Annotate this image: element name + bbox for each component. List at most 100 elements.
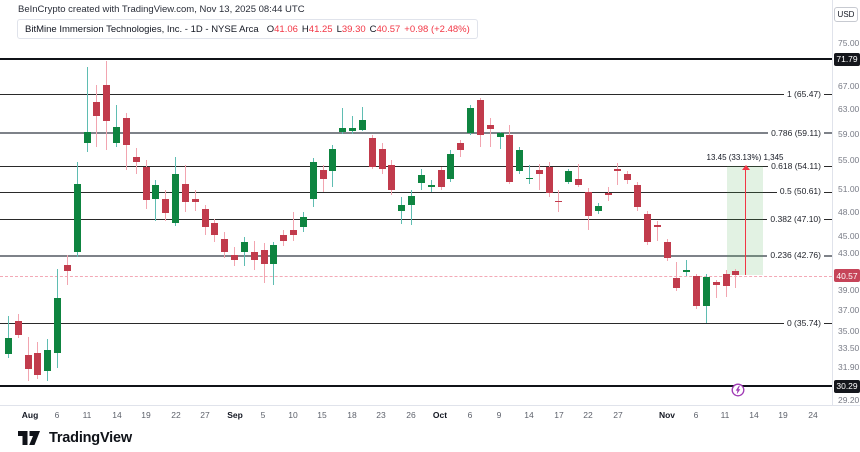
candle <box>506 135 514 182</box>
price-tick: 75.00 <box>838 37 860 48</box>
candle <box>417 175 425 183</box>
fib-level-label: 0.382 (47.10) <box>767 213 824 224</box>
time-tick: 19 <box>141 410 151 420</box>
time-tick: 23 <box>376 410 386 420</box>
candle <box>535 170 543 175</box>
candle <box>34 352 42 375</box>
candle <box>398 204 406 212</box>
ohlc-item: H41.25 <box>301 23 333 35</box>
candle <box>14 320 22 335</box>
candle <box>113 127 121 144</box>
price-tick: 59.00 <box>838 128 860 139</box>
candle <box>211 223 219 236</box>
time-tick: 10 <box>288 410 298 420</box>
price-tick: 35.00 <box>838 326 860 337</box>
candle <box>339 128 347 132</box>
price-tick: 33.50 <box>838 342 860 353</box>
candle <box>447 154 455 179</box>
symbol-legend[interactable]: BitMine Immersion Technologies, Inc. - 1… <box>17 19 478 39</box>
event-lightning-icon[interactable] <box>731 383 745 402</box>
time-tick: 27 <box>613 410 623 420</box>
candle-wick <box>499 132 501 150</box>
candle <box>319 170 327 179</box>
candle <box>584 191 592 216</box>
ohlc-readout: O41.06 H41.25 L39.30 C40.57 +0.98 (+2.48%) <box>263 24 470 35</box>
price-axis[interactable]: USD 75.00 67.00 63.00 59.00 55.00 51.00 48.00 4… <box>832 0 860 405</box>
candle <box>240 242 248 252</box>
candle <box>565 171 573 182</box>
candle <box>486 124 494 129</box>
ohlc-item: O41.06 <box>266 23 298 35</box>
candle <box>516 150 524 172</box>
price-tick: 48.00 <box>838 206 860 217</box>
price-tick: 63.00 <box>838 103 860 114</box>
candle-wick <box>656 220 658 241</box>
candle-wick <box>8 315 9 359</box>
candle <box>722 274 730 286</box>
time-tick: 6 <box>467 410 473 420</box>
tradingview-logo[interactable]: TradingView <box>18 428 132 448</box>
fib-level-label: 0.236 (42.76) <box>767 250 824 261</box>
candle <box>457 143 465 151</box>
currency-label: USD <box>834 7 858 22</box>
last-price-line <box>0 275 832 277</box>
time-tick: 19 <box>778 410 788 420</box>
time-axis[interactable]: Aug 6 11 14 19 22 27 Sep 5 10 15 18 23 26 Oct 6 9 14 17 22 2… <box>0 405 860 426</box>
candle <box>358 119 366 130</box>
candle <box>349 128 357 132</box>
time-tick: 14 <box>524 410 534 420</box>
candle <box>122 118 130 145</box>
candle-wick <box>361 106 363 132</box>
time-tick: 26 <box>406 410 416 420</box>
fib-level-line <box>0 94 832 96</box>
candle <box>388 165 396 191</box>
time-tick: 22 <box>583 410 593 420</box>
price-tick: 51.00 <box>838 183 860 194</box>
time-tick: 18 <box>347 410 357 420</box>
candle <box>24 354 32 369</box>
candle-wick <box>528 165 530 184</box>
time-tick: 27 <box>200 410 210 420</box>
time-tick: 11 <box>720 410 730 420</box>
candle <box>555 200 563 203</box>
price-tick: 29.20 <box>838 394 860 405</box>
fib-level-line <box>0 219 832 220</box>
candle <box>63 265 71 271</box>
time-tick: 6 <box>54 410 60 420</box>
candle <box>673 278 681 289</box>
candle-wick <box>578 163 580 187</box>
candle <box>634 185 642 208</box>
candle-wick <box>86 66 88 153</box>
candle <box>427 185 435 187</box>
candle <box>594 205 602 212</box>
candle <box>732 270 740 276</box>
candle <box>290 229 298 236</box>
candle <box>191 198 199 202</box>
candle-wick <box>411 189 413 226</box>
ohlc-item: +0.98 (+2.48%) <box>404 23 470 35</box>
measurement-label: 13.45 (33.13%) 1,345 <box>706 153 784 163</box>
candle <box>437 170 445 187</box>
candle <box>693 276 701 307</box>
price-tick: 43.00 <box>838 248 860 259</box>
candle <box>545 166 553 194</box>
candle <box>5 337 12 354</box>
price-tick: 31.90 <box>838 361 860 372</box>
candle <box>368 138 376 167</box>
candle <box>614 168 622 172</box>
candle-wick <box>489 118 491 147</box>
fib-level-label: 0.618 (54.11) <box>768 160 824 171</box>
ohlc-item: C40.57 <box>369 23 401 35</box>
candle <box>496 133 504 137</box>
candle <box>103 85 111 121</box>
time-tick: Aug <box>21 410 39 420</box>
tradingview-logo-text: TradingView <box>49 430 132 446</box>
candle <box>260 249 268 265</box>
chart-canvas[interactable]: 13.45 (33.13%) 1,345 1 (65.47) 0.786 (59.… <box>0 0 832 405</box>
candle <box>378 149 386 169</box>
candle <box>162 198 170 214</box>
candle <box>299 217 307 228</box>
candle-wick <box>342 107 344 135</box>
time-tick: Sep <box>227 410 243 420</box>
time-tick: 15 <box>317 410 327 420</box>
